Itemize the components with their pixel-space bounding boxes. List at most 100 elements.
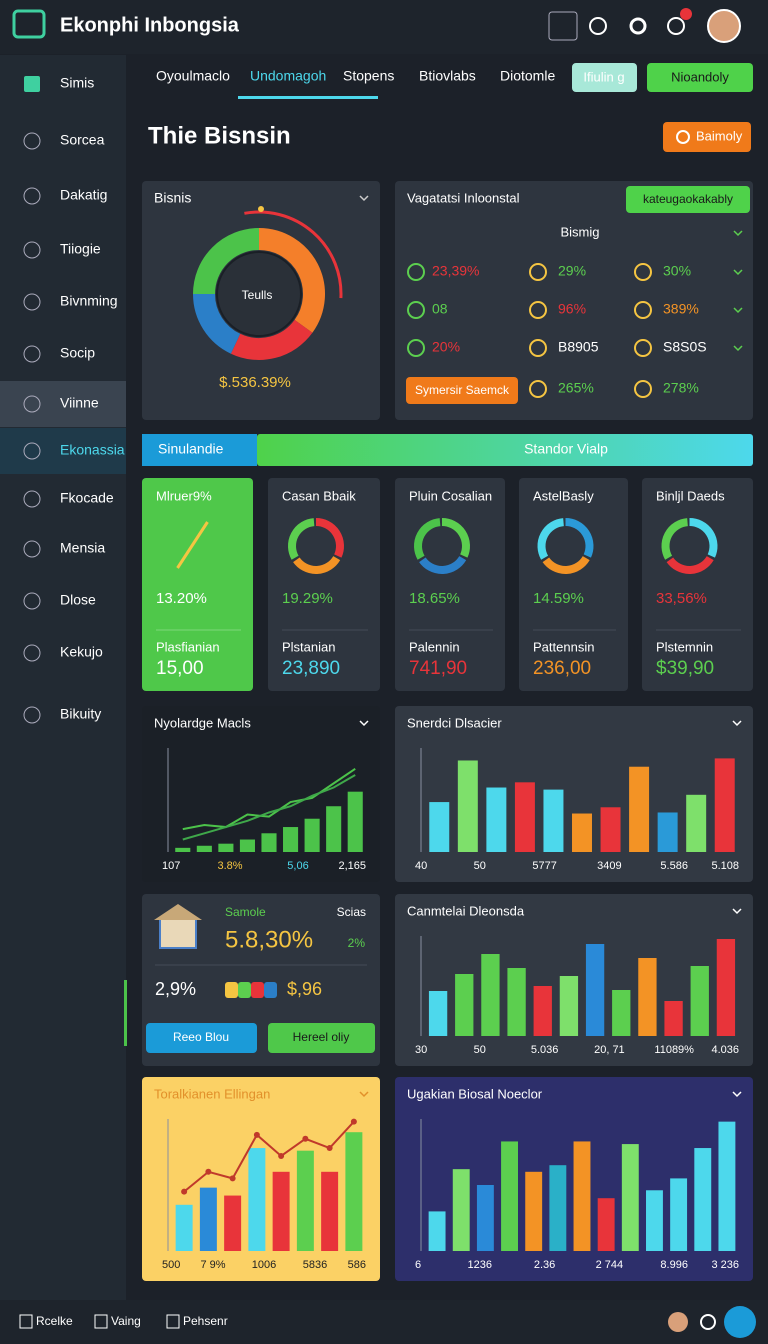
card — [395, 181, 753, 420]
sidebar-item[interactable]: Dlose — [60, 592, 96, 608]
bar — [175, 847, 191, 852]
bar — [572, 813, 592, 852]
chart-title: Nyolardge Macls — [154, 715, 251, 730]
button-label[interactable]: Hereel oliy — [293, 1030, 350, 1044]
bar — [455, 974, 474, 1036]
kpi-ring — [666, 555, 714, 574]
sidebar-item[interactable]: Fkocade — [60, 490, 114, 506]
card-button — [146, 1023, 257, 1053]
bar — [714, 758, 735, 852]
chart-title: Toralkianen Ellingan — [154, 1086, 270, 1101]
chevron[interactable] — [733, 230, 743, 237]
footer-item[interactable]: Pehsenr — [183, 1314, 228, 1328]
bar — [597, 1198, 615, 1251]
tab-button-label[interactable]: Ifiulin g — [583, 69, 624, 84]
chevron[interactable] — [359, 720, 369, 727]
axis-label: 5.586 — [660, 860, 688, 872]
tab[interactable]: Diotomle — [500, 68, 555, 84]
sidebar-icon — [23, 187, 41, 205]
axis-label: 50 — [474, 1044, 486, 1056]
sidebar-item[interactable]: Dakatig — [60, 187, 107, 203]
tab[interactable]: Undomagoh — [250, 68, 326, 84]
label: 2,9% — [155, 979, 196, 999]
button-label[interactable]: Baimoly — [696, 128, 743, 143]
bar — [664, 1001, 683, 1036]
axis-label: 6 — [415, 1259, 421, 1271]
footer-avatar[interactable] — [668, 1312, 688, 1332]
bar — [196, 845, 212, 852]
sidebar-item[interactable]: Bikuity — [60, 706, 101, 722]
label: Bismig — [560, 224, 599, 239]
axis-label: 5.036 — [531, 1044, 559, 1056]
tab[interactable]: Oyoulmaclo — [156, 68, 230, 84]
bar — [239, 839, 255, 852]
button-label[interactable]: Reeo Blou — [173, 1030, 229, 1044]
chevron[interactable] — [732, 908, 742, 915]
axis-label: 107 — [162, 860, 180, 872]
close-button[interactable] — [548, 11, 578, 41]
settings-icon[interactable] — [629, 17, 647, 35]
sidebar-item[interactable]: Ekonassia — [60, 442, 125, 458]
tab[interactable]: Btiovlabs — [419, 68, 476, 84]
notification-icon[interactable] — [667, 17, 685, 35]
stat-icon — [529, 263, 547, 281]
kpi-title: Binljl Daeds — [656, 488, 725, 503]
tab-underline — [238, 96, 378, 99]
bar — [248, 1148, 266, 1251]
button-label[interactable]: kateugaokakably — [643, 192, 733, 206]
chevron[interactable] — [733, 269, 743, 276]
axis-label: 7 9% — [200, 1259, 225, 1271]
sidebar-item[interactable]: Socip — [60, 345, 95, 361]
bar — [296, 1150, 314, 1251]
line-dot — [278, 1152, 285, 1159]
chevron[interactable] — [733, 345, 743, 352]
kpi-title: Pluin Cosalian — [409, 488, 492, 503]
tab-button-label[interactable]: Nioandoly — [671, 69, 729, 84]
chevron[interactable] — [733, 307, 743, 314]
footer-item[interactable]: Vaing — [111, 1314, 141, 1328]
fab-button[interactable] — [724, 1306, 756, 1338]
refresh-icon[interactable] — [700, 1314, 716, 1330]
tab-button — [647, 63, 753, 92]
sidebar-item[interactable]: Viinne — [60, 395, 99, 411]
chevron[interactable] — [732, 1091, 742, 1098]
kpi-ring — [293, 555, 341, 574]
kpi-value: 33,56% — [656, 590, 707, 607]
sidebar-item[interactable]: Simis — [60, 75, 94, 91]
trend-line — [183, 1120, 355, 1193]
axis-label: 2.36 — [534, 1259, 555, 1271]
bar — [686, 794, 707, 852]
kpi-ring — [288, 518, 315, 560]
button-label[interactable]: Symersir Saemck — [415, 383, 510, 397]
sidebar-icon — [23, 345, 41, 363]
stat-value: 96% — [558, 301, 586, 317]
bar — [199, 1187, 217, 1251]
sidebar-item[interactable]: Mensia — [60, 540, 105, 556]
axis-label: 20, 71 — [594, 1044, 625, 1056]
kpi-ring — [414, 518, 441, 560]
sidebar-item[interactable]: Sorcea — [60, 132, 105, 148]
kpi-ring — [565, 518, 594, 558]
chevron[interactable] — [359, 195, 369, 202]
bar — [638, 958, 657, 1036]
label: Teulls — [242, 288, 273, 302]
search-icon[interactable] — [589, 17, 607, 35]
kpi-amount: 23,890 — [282, 658, 340, 679]
avatar[interactable] — [707, 9, 741, 43]
sidebar-icon — [23, 706, 41, 724]
sidebar-item[interactable]: Kekujo — [60, 644, 103, 660]
footer-item[interactable]: Rcelke — [36, 1314, 73, 1328]
sidebar-item[interactable]: Tiiogie — [60, 241, 101, 257]
kpi-label: Plstemnin — [656, 639, 713, 654]
banner-left — [142, 434, 257, 466]
chevron[interactable] — [359, 1091, 369, 1098]
label: Samole — [225, 905, 266, 919]
gauge-dot — [258, 206, 264, 212]
sidebar-item[interactable]: Bivnming — [60, 293, 118, 309]
tab[interactable]: Stopens — [343, 68, 394, 84]
donut-segment — [230, 319, 313, 360]
axis-label: 2 744 — [596, 1259, 624, 1271]
bar — [457, 760, 478, 852]
chevron[interactable] — [732, 720, 742, 727]
